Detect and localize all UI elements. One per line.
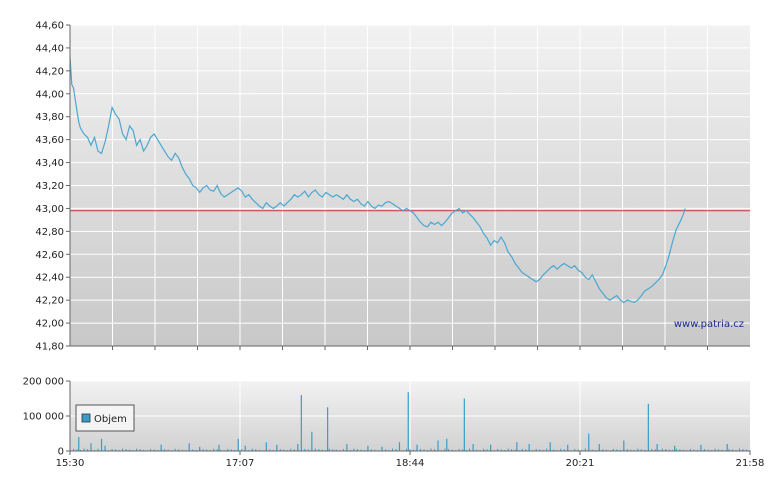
price-y-tick-label: 43,60 bbox=[35, 135, 64, 146]
volume-y-tick-label: 200 000 bbox=[23, 377, 64, 388]
price-y-tick-label: 44,60 bbox=[35, 21, 64, 32]
watermark: www.patria.cz bbox=[674, 319, 744, 330]
price-y-tick-label: 42,60 bbox=[35, 250, 64, 261]
price-y-tick-label: 41,80 bbox=[35, 342, 64, 353]
x-tick-label: 15:30 bbox=[56, 458, 85, 469]
price-y-ticks: 44,60 44,40 44,20 44,00 43,80 43,60 43,40 43,20… bbox=[35, 21, 70, 353]
price-y-tick-label: 42,00 bbox=[35, 319, 64, 330]
price-y-tick-label: 42,20 bbox=[35, 296, 64, 307]
x-tick-label: 21:58 bbox=[736, 458, 765, 469]
volume-y-ticks: 200 000 100 000 0 bbox=[23, 377, 70, 458]
price-y-tick-label: 42,80 bbox=[35, 227, 64, 238]
volume-chart: 200 000 100 000 0 15:30 17:07 18:44 20:21 21:5… bbox=[23, 377, 765, 470]
price-chart: 44,60 44,40 44,20 44,00 43,80 43,60 43,40 43,20… bbox=[35, 21, 750, 353]
price-series-line bbox=[69, 57, 686, 304]
volume-y-tick-label: 100 000 bbox=[23, 412, 64, 423]
x-tick-label: 18:44 bbox=[396, 458, 425, 469]
price-y-tick-label: 44,40 bbox=[35, 43, 64, 54]
x-tick-label: 17:07 bbox=[226, 458, 255, 469]
volume-gridlines bbox=[70, 380, 750, 451]
volume-y-tick-label: 0 bbox=[58, 447, 64, 458]
price-y-tick-label: 43,80 bbox=[35, 112, 64, 123]
price-y-tick-label: 43,40 bbox=[35, 158, 64, 169]
price-y-tick-label: 43,00 bbox=[35, 204, 64, 215]
price-y-tick-label: 43,20 bbox=[35, 181, 64, 192]
price-y-tick-label: 44,00 bbox=[35, 89, 64, 100]
legend-swatch bbox=[81, 413, 91, 423]
price-y-tick-label: 42,40 bbox=[35, 273, 64, 284]
price-y-tick-label: 44,20 bbox=[35, 66, 64, 77]
x-tick-label: 20:21 bbox=[566, 458, 595, 469]
volume-legend: Objem bbox=[75, 404, 135, 432]
legend-label: Objem bbox=[94, 414, 127, 425]
x-axis-ticks: 15:30 17:07 18:44 20:21 21:58 bbox=[56, 451, 765, 469]
